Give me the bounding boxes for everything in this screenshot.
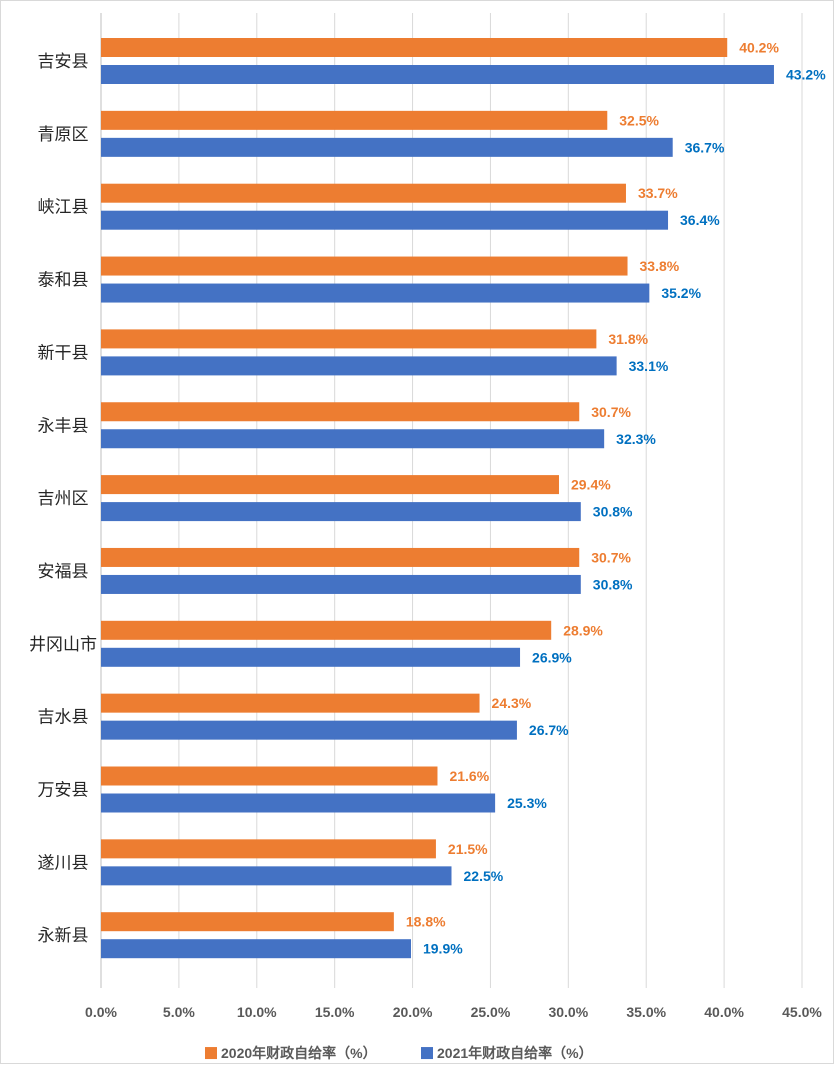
data-label-2021: 36.7% (685, 139, 725, 155)
bar-2021 (101, 429, 605, 449)
data-label-2020: 24.3% (492, 695, 532, 711)
bar-2020 (101, 766, 438, 786)
bar-2021 (101, 720, 517, 740)
bar-2021 (101, 283, 650, 303)
gridlines (100, 13, 803, 989)
bars (101, 38, 774, 959)
bar-2021 (101, 356, 617, 376)
x-tick-label: 35.0% (626, 1004, 666, 1020)
data-label-2021: 36.4% (680, 212, 720, 228)
category-label: 永丰县 (38, 416, 89, 436)
bar-2020 (101, 38, 728, 57)
bar-2021 (101, 210, 669, 230)
category-label: 峡江县 (38, 198, 89, 218)
data-label-2020: 30.7% (591, 549, 631, 565)
data-label-2020: 21.6% (449, 768, 489, 784)
category-label: 新干县 (38, 343, 89, 363)
bar-2020 (101, 110, 608, 130)
x-tick-label: 5.0% (163, 1004, 195, 1020)
data-label-2020: 31.8% (608, 331, 648, 347)
bar-2021 (101, 939, 411, 959)
bar-2020 (101, 329, 597, 349)
data-label-2021: 22.5% (464, 868, 504, 884)
data-label-2020: 21.5% (448, 841, 488, 857)
data-label-2021: 33.1% (629, 358, 669, 374)
data-label-2021: 30.8% (593, 576, 633, 592)
data-label-2020: 32.5% (619, 112, 659, 128)
data-label-2021: 30.8% (593, 504, 633, 520)
category-label: 井冈山市 (29, 635, 97, 655)
bar-2020 (101, 912, 394, 932)
legend-label-2021: 2021年财政自给率（%） (437, 1045, 593, 1061)
bar-2021 (101, 647, 521, 667)
bar-2020 (101, 839, 436, 859)
x-tick-label: 40.0% (704, 1004, 744, 1020)
bar-2021 (101, 793, 496, 813)
legend-swatch-2020 (205, 1047, 217, 1060)
category-label: 遂川县 (38, 853, 89, 873)
x-tick-label: 15.0% (315, 1004, 355, 1020)
x-tick-label: 0.0% (85, 1004, 117, 1020)
data-label-2021: 26.9% (532, 649, 572, 665)
legend-label-2020: 2020年财政自给率（%） (221, 1045, 377, 1061)
data-label-2020: 18.8% (406, 914, 446, 930)
bar-2020 (101, 693, 480, 713)
category-label: 吉安县 (38, 52, 89, 72)
data-label-2020: 29.4% (571, 477, 611, 493)
bar-2020 (101, 402, 580, 422)
data-label-2020: 30.7% (591, 404, 631, 420)
x-tick-label: 20.0% (393, 1004, 433, 1020)
value-axis: 0.0% 5.0% 10.0% 15.0% 20.0% 25.0% 30.0% 35.0% 40… (85, 1004, 822, 1020)
data-labels: 40.2% 43.2% 32.5% 36.7% 33.7%36.4% 33.8% 35.2%… (406, 40, 826, 957)
bar-2021 (101, 502, 581, 522)
bar-2020 (101, 256, 628, 276)
bar-2021 (101, 574, 581, 594)
bar-2020 (101, 620, 552, 640)
legend: 2020年财政自给率（%） 2021年财政自给率（%） (205, 1045, 593, 1061)
category-label: 吉水县 (38, 708, 89, 728)
category-label: 泰和县 (38, 271, 89, 291)
data-label-2020: 33.7% (638, 185, 678, 201)
category-label: 安福县 (38, 562, 89, 582)
x-tick-label: 25.0% (471, 1004, 511, 1020)
bar-2020 (101, 547, 580, 567)
category-label: 万安县 (38, 781, 89, 801)
data-label-2021: 26.7% (529, 722, 569, 738)
data-label-2021: 35.2% (661, 285, 701, 301)
legend-swatch-2021 (421, 1047, 433, 1060)
data-label-2021: 25.3% (507, 795, 547, 811)
bar-2020 (101, 475, 559, 495)
x-tick-label: 10.0% (237, 1004, 277, 1020)
data-label-2020: 33.8% (640, 258, 680, 274)
data-label-2020: 28.9% (563, 622, 603, 638)
category-label: 吉州区 (38, 489, 89, 509)
category-label: 青原区 (38, 125, 89, 145)
bar-2021 (101, 866, 452, 886)
x-tick-label: 45.0% (782, 1004, 822, 1020)
data-label-2020: 40.2% (739, 40, 779, 56)
bar-2021 (101, 137, 673, 157)
bar-2020 (101, 183, 626, 203)
data-label-2021: 19.9% (423, 941, 463, 957)
category-label: 永新县 (38, 926, 89, 946)
x-tick-label: 30.0% (548, 1004, 588, 1020)
data-label-2021: 43.2% (786, 67, 826, 83)
data-label-2021: 32.3% (616, 431, 656, 447)
bar-2021 (101, 65, 774, 84)
